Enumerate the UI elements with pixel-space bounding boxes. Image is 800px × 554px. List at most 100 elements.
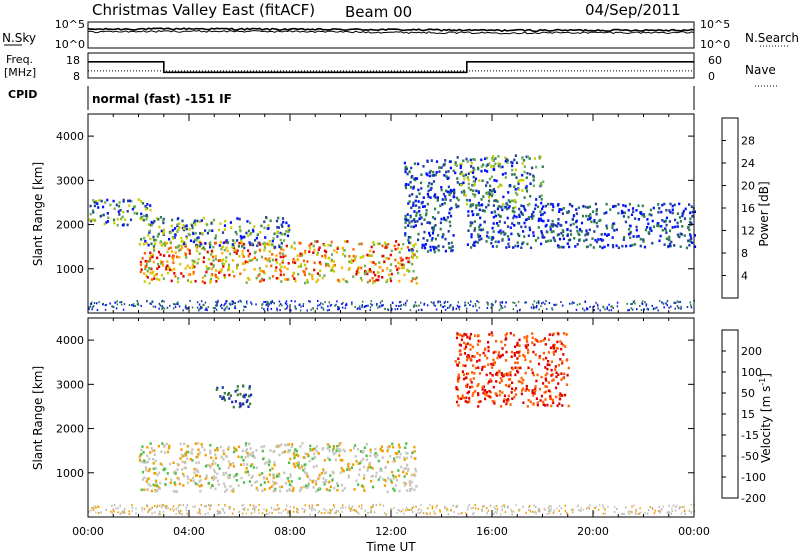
- ground-scatter-cell: [538, 507, 540, 510]
- ground-scatter-cell: [192, 505, 194, 508]
- data-cell: [150, 278, 154, 281]
- data-cell: [381, 269, 384, 272]
- ground-scatter-cell: [569, 302, 571, 305]
- data-cell: [658, 239, 661, 243]
- data-cell: [444, 249, 447, 253]
- ground-scatter-cell: [673, 301, 675, 304]
- data-cell: [405, 183, 408, 186]
- data-cell: [627, 232, 631, 236]
- data-cell: [279, 238, 282, 242]
- ground-scatter-cell: [383, 511, 386, 514]
- data-cell: [164, 241, 167, 244]
- data-cell: [317, 488, 320, 492]
- ground-scatter-cell: [278, 300, 281, 303]
- ground-scatter-cell: [375, 304, 378, 307]
- data-cell: [152, 260, 155, 264]
- ground-scatter-cell: [407, 508, 409, 511]
- data-cell: [296, 254, 299, 257]
- data-cell: [177, 277, 180, 280]
- ground-scatter-cell: [511, 510, 513, 513]
- data-cell: [340, 266, 344, 269]
- ground-scatter-cell: [338, 306, 340, 309]
- ground-scatter-cell: [327, 511, 329, 514]
- data-cell: [578, 238, 581, 241]
- data-cell: [299, 254, 302, 257]
- data-cell: [168, 237, 171, 241]
- data-cell: [407, 236, 410, 239]
- data-cell: [303, 485, 306, 489]
- data-cell: [198, 252, 201, 255]
- data-cell: [407, 219, 410, 222]
- data-cell: [439, 221, 442, 225]
- data-cell: [467, 210, 470, 213]
- data-cell: [389, 478, 392, 481]
- data-cell: [181, 219, 184, 223]
- data-cell: [93, 201, 96, 204]
- data-cell: [184, 452, 187, 456]
- data-cell: [267, 243, 271, 246]
- data-cell: [290, 445, 293, 448]
- data-cell: [382, 478, 385, 481]
- ground-scatter-cell: [185, 304, 187, 307]
- ground-scatter-cell: [679, 506, 681, 509]
- data-cell: [242, 235, 245, 239]
- data-cell: [611, 244, 615, 247]
- data-cell: [252, 230, 255, 233]
- data-cell: [398, 474, 401, 477]
- data-cell: [214, 448, 217, 452]
- data-cell: [568, 245, 571, 249]
- data-cell: [268, 257, 271, 260]
- data-cell: [500, 372, 503, 375]
- ground-scatter-cell: [253, 507, 256, 510]
- data-cell: [544, 398, 547, 401]
- data-cell: [274, 269, 277, 272]
- data-cell: [293, 259, 296, 263]
- data-cell: [167, 450, 170, 454]
- data-cell: [168, 268, 171, 272]
- ground-scatter-cell: [525, 301, 527, 304]
- ground-scatter-cell: [329, 512, 332, 515]
- ground-scatter-cell: [552, 512, 555, 514]
- ground-scatter-cell: [572, 508, 574, 511]
- data-cell: [433, 217, 437, 221]
- data-cell: [289, 475, 292, 478]
- ground-scatter-cell: [207, 306, 210, 309]
- data-cell: [514, 198, 517, 202]
- data-cell: [267, 224, 270, 227]
- data-cell: [225, 259, 228, 263]
- ground-scatter-cell: [243, 509, 246, 512]
- ground-scatter-cell: [128, 513, 131, 516]
- data-cell: [518, 213, 521, 217]
- data-cell: [148, 457, 151, 461]
- ground-scatter-cell: [414, 301, 417, 304]
- data-cell: [521, 389, 524, 392]
- data-cell: [617, 246, 620, 250]
- data-cell: [426, 202, 429, 206]
- data-cell: [280, 485, 284, 489]
- data-cell: [417, 188, 420, 192]
- ground-scatter-cell: [317, 504, 319, 506]
- data-cell: [689, 217, 692, 221]
- data-cell: [139, 270, 142, 274]
- data-cell: [300, 254, 304, 257]
- data-cell: [369, 454, 372, 458]
- data-cell: [503, 373, 506, 376]
- data-cell: [605, 224, 608, 228]
- data-cell: [414, 177, 417, 180]
- data-cell: [507, 238, 510, 241]
- data-cell: [383, 241, 387, 245]
- data-cell: [537, 219, 540, 222]
- ground-scatter-cell: [200, 504, 203, 506]
- data-cell: [216, 464, 220, 467]
- data-cell: [478, 339, 482, 343]
- ground-scatter-cell: [680, 307, 682, 310]
- data-cell: [149, 237, 152, 241]
- data-cell: [330, 240, 333, 244]
- ground-scatter-cell: [654, 307, 657, 310]
- data-cell: [552, 344, 555, 347]
- ground-scatter-cell: [510, 508, 512, 511]
- data-cell: [406, 269, 409, 272]
- ground-scatter-cell: [328, 512, 331, 515]
- data-cell: [448, 246, 451, 250]
- ground-scatter-cell: [237, 511, 240, 514]
